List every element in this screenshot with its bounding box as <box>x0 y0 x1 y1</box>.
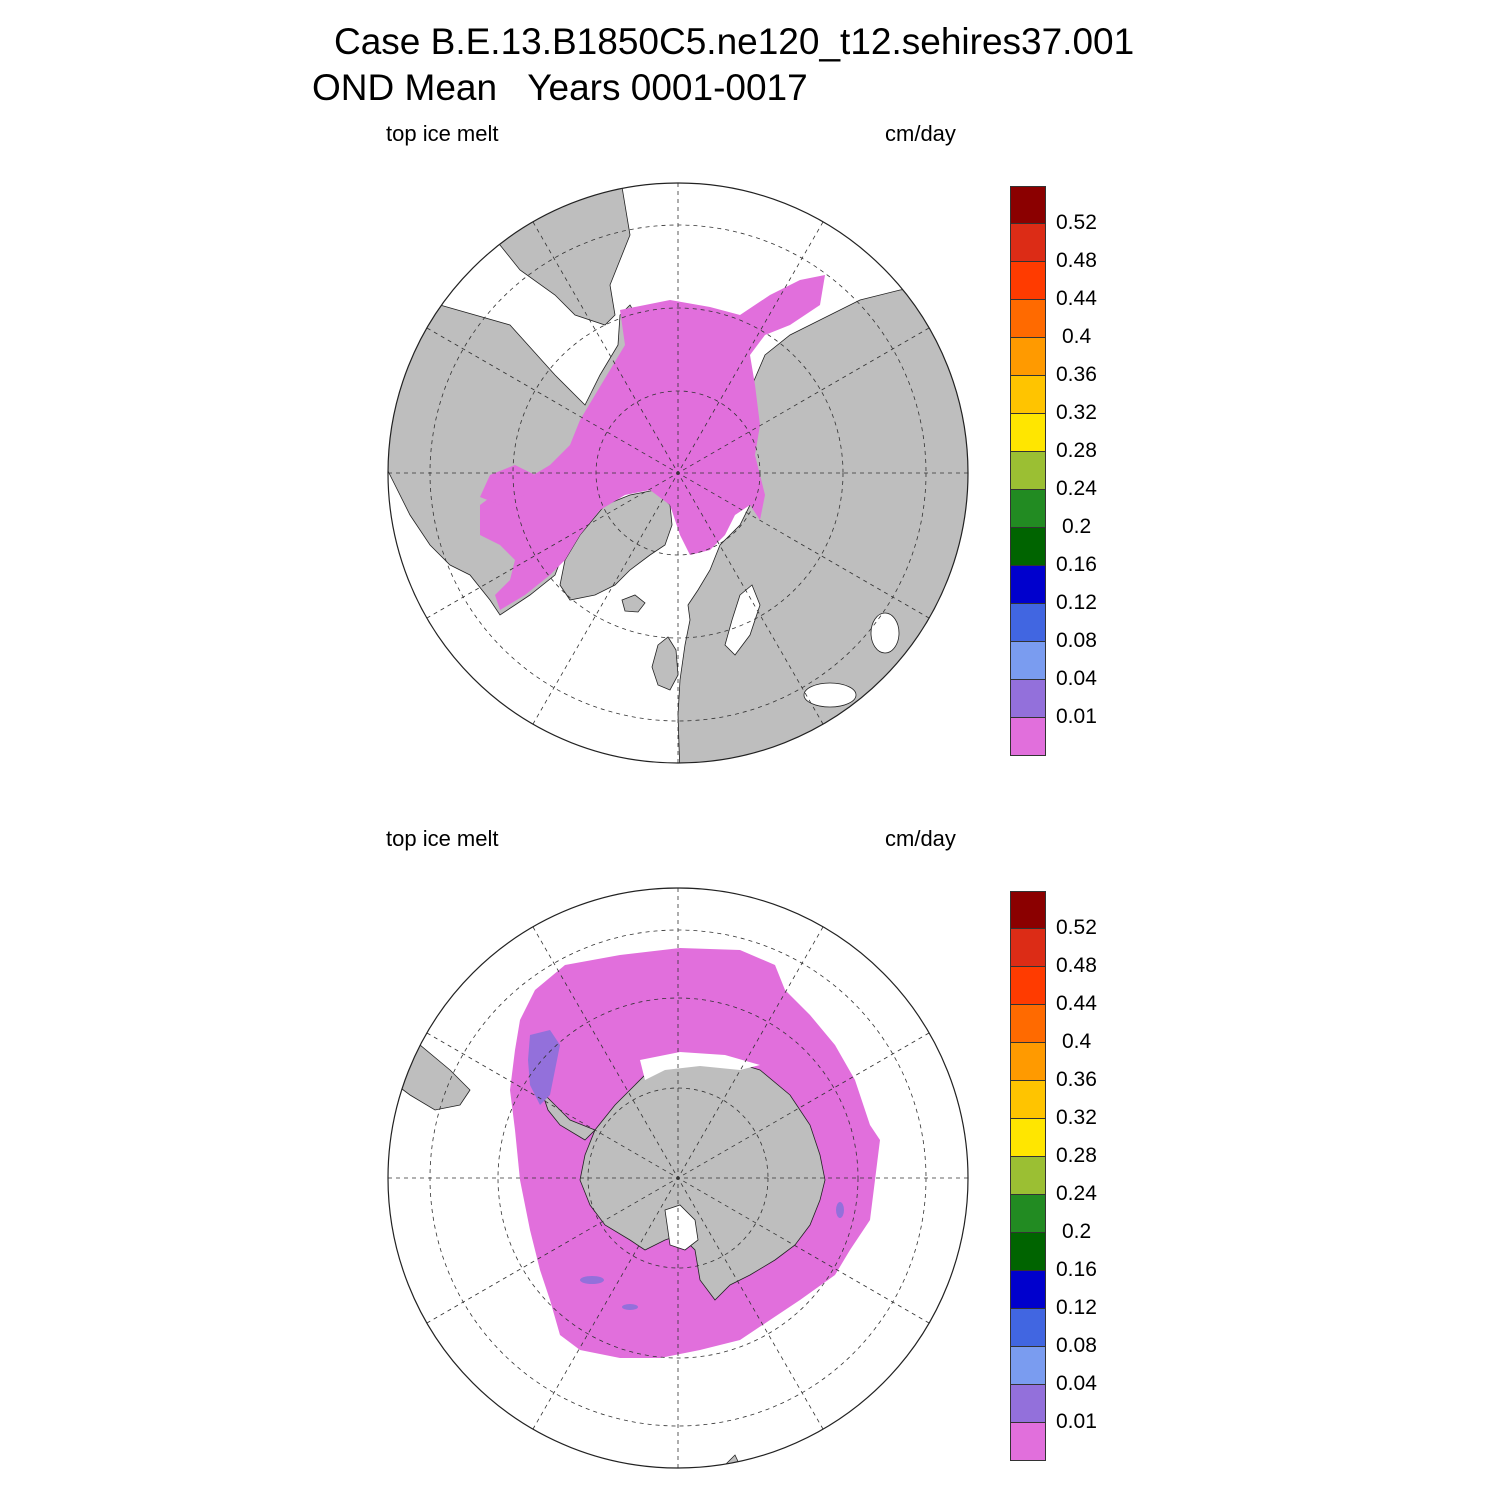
hudson-bay-ice <box>480 465 535 505</box>
ice-melt-0-01-patch <box>528 1030 560 1105</box>
antarctic-colorbar-tick-label: 0.36 <box>1056 1068 1097 1091</box>
antarctic-colorbar-box <box>1010 891 1046 929</box>
antarctic-panel: top ice melt cm/day <box>0 705 1500 1469</box>
antarctic-colorbar-tick-label: 0.2 <box>1062 1220 1092 1243</box>
antarctic-colorbar-box <box>1010 1347 1046 1385</box>
arctic-colorbar-box <box>1010 224 1046 262</box>
antarctic-colorbar-tick-label: 0.44 <box>1056 992 1097 1015</box>
arctic-colorbar-tick-label: 0.12 <box>1056 591 1097 614</box>
antarctic-colorbar-box <box>1010 1271 1046 1309</box>
arctic-colorbar-box <box>1010 680 1046 718</box>
antarctic-colorbar-tick-label: 0.52 <box>1056 916 1097 939</box>
antarctic-colorbar-tick-label: 0.24 <box>1056 1182 1097 1205</box>
arctic-colorbar-tick-label: 0.01 <box>1056 705 1097 728</box>
antarctic-colorbar-box <box>1010 1043 1046 1081</box>
antarctic-polar-map <box>387 887 969 1469</box>
black-sea <box>803 682 857 708</box>
antarctic-colorbar-tick-label: 0.32 <box>1056 1106 1097 1129</box>
antarctic-colorbar-box <box>1010 1195 1046 1233</box>
arctic-colorbar-box <box>1010 376 1046 414</box>
chart-title-line2: OND Mean Years 0001-0017 <box>312 67 808 108</box>
arctic-colorbar-box <box>1010 338 1046 376</box>
antarctic-colorbar-tick-label: 0.08 <box>1056 1334 1097 1357</box>
antarctic-colorbar-tick-label: 0.04 <box>1056 1372 1097 1395</box>
arctic-colorbar-box <box>1010 262 1046 300</box>
antarctic-variable-label: top ice melt <box>386 826 499 851</box>
arctic-variable-label: top ice melt <box>386 121 499 146</box>
british-isles-land <box>651 636 679 691</box>
antarctic-colorbar-tick-label: 0.4 <box>1062 1030 1092 1053</box>
antarctic-colorbar-box <box>1010 929 1046 967</box>
arctic-colorbar-tick-label: 0.08 <box>1056 629 1097 652</box>
arctic-colorbar-box <box>1010 604 1046 642</box>
arctic-colorbar-tick-label: 0.52 <box>1056 211 1097 234</box>
antarctic-colorbar-box <box>1010 1233 1046 1271</box>
antarctic-colorbar-box <box>1010 967 1046 1005</box>
arctic-colorbar-tick-label: 0.32 <box>1056 401 1097 424</box>
arctic-colorbar <box>1010 186 1046 756</box>
antarctic-colorbar-box <box>1010 1081 1046 1119</box>
antarctic-colorbar-tick-label: 0.48 <box>1056 954 1097 977</box>
antarctic-colorbar-box <box>1010 1385 1046 1423</box>
arctic-colorbar-tick-label: 0.24 <box>1056 477 1097 500</box>
arctic-colorbar-box <box>1010 186 1046 224</box>
antarctica-land <box>579 1054 826 1301</box>
antarctic-units-label: cm/day <box>885 826 956 851</box>
arctic-colorbar-tick-label: 0.2 <box>1062 515 1092 538</box>
arctic-colorbar-box <box>1010 490 1046 528</box>
arctic-colorbar-box <box>1010 414 1046 452</box>
arctic-colorbar-tick-label: 0.28 <box>1056 439 1097 462</box>
arctic-colorbar-box <box>1010 642 1046 680</box>
antarctic-map-border <box>387 887 969 1469</box>
ice-melt-0-01-spot <box>836 1202 844 1218</box>
arctic-map-border <box>387 182 969 764</box>
arctic-colorbar-tick-label: 0.16 <box>1056 553 1097 576</box>
antarctic-colorbar-tick-label: 0.16 <box>1056 1258 1097 1281</box>
arctic-colorbar-tick-label: 0.04 <box>1056 667 1097 690</box>
antarctic-graticule <box>388 888 968 1468</box>
arctic-colorbar-box <box>1010 300 1046 338</box>
weddell-coast <box>640 1052 760 1080</box>
antarctic-colorbar-box <box>1010 1005 1046 1043</box>
arctic-colorbar-box <box>1010 452 1046 490</box>
arctic-panel: top ice melt cm/day <box>0 0 1500 764</box>
arctic-ice-melt-region <box>480 275 825 610</box>
arctic-colorbar-tick-label: 0.36 <box>1056 363 1097 386</box>
arctic-colorbar-box <box>1010 566 1046 604</box>
chart-title-line1: Case B.E.13.B1850C5.ne120_t12.sehires37.… <box>334 21 1135 62</box>
ice-melt-0-01-spot <box>580 1276 604 1284</box>
baltic-sea <box>724 584 761 656</box>
arctic-graticule <box>388 183 968 763</box>
arctic-polar-map <box>387 182 969 764</box>
arctic-colorbar-tick-label: 0.48 <box>1056 249 1097 272</box>
arctic-colorbar-box <box>1010 528 1046 566</box>
arctic-units-label: cm/day <box>885 121 956 146</box>
antarctic-colorbar-tick-label: 0.12 <box>1056 1296 1097 1319</box>
antarctic-colorbar-box <box>1010 1423 1046 1461</box>
arctic-colorbar-box <box>1010 718 1046 756</box>
antarctic-colorbar-box <box>1010 1309 1046 1347</box>
antarctic-colorbar-tick-label: 0.28 <box>1056 1144 1097 1167</box>
arctic-colorbar-tick-label: 0.44 <box>1056 287 1097 310</box>
ross-ice-shelf <box>664 1204 699 1251</box>
caspian-sea <box>870 612 900 654</box>
arctic-colorbar-tick-label: 0.4 <box>1062 325 1092 348</box>
antarctic-colorbar-tick-label: 0.01 <box>1056 1410 1097 1433</box>
antarctic-colorbar <box>1010 891 1046 1461</box>
iceland-land <box>621 594 646 613</box>
antarctic-colorbar-box <box>1010 1119 1046 1157</box>
ice-melt-0-01-spot <box>622 1304 638 1310</box>
antarctic-colorbar-box <box>1010 1157 1046 1195</box>
